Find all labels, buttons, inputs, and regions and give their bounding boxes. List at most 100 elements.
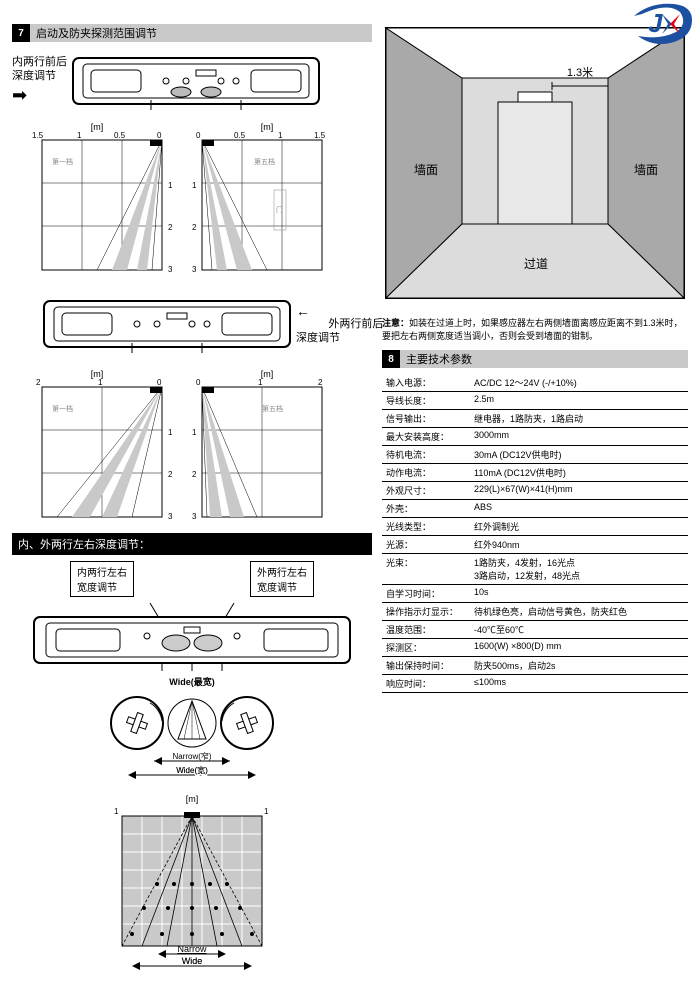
spec-label: 输出保持时间： [382,657,470,675]
svg-text:2: 2 [192,223,197,232]
table-row: 自学习时间：10s [382,585,688,603]
charts-row-2: [m] 第一档 2 1 0 1 2 3 [m] [22,367,362,527]
spec-label: 待机电流： [382,446,470,464]
svg-text:Wide(最宽): Wide(最宽) [169,676,214,687]
spec-value: ABS [470,500,688,518]
svg-text:门: 门 [276,205,283,214]
section-8-title: 主要技术参数 [406,351,472,367]
svg-text:第一档: 第一档 [52,404,73,413]
svg-text:3: 3 [192,512,197,521]
device-inner-depth: 内两行前后 深度调节 ➡ [12,50,372,112]
svg-text:2: 2 [318,378,323,387]
spec-value: AC/DC 12～24V (-/+10%) [470,374,688,392]
chart-inner-depth-right: [m] 门 第五档 0 0.5 1 1.5 1 2 3 [192,120,342,280]
svg-text:0.5: 0.5 [234,131,246,140]
svg-text:1.3米: 1.3米 [567,66,593,79]
spec-table: 输入电源：AC/DC 12～24V (-/+10%)导线长度：2.5m信号输出：… [382,374,688,693]
section-8-header: 8 主要技术参数 [382,350,688,368]
svg-text:0.5: 0.5 [114,131,126,140]
table-row: 光源：红外940nm [382,536,688,554]
table-row: 操作指示灯显示：待机绿色亮，启动信号黄色，防夹红色 [382,603,688,621]
svg-text:[m]: [m] [261,369,274,379]
table-row: 导线长度：2.5m [382,392,688,410]
spec-label: 信号输出： [382,410,470,428]
section-7-header: 7 启动及防夹探测范围调节 [12,24,372,42]
spec-value: 红外940nm [470,536,688,554]
spec-label: 光线类型： [382,518,470,536]
table-row: 响应时间：≤100ms [382,675,688,693]
wide-narrow-dials: Wide(最宽) [92,675,292,788]
sensor-device-top [71,50,321,112]
label-outer-depth: ← 外两行前后 深度调节 [296,288,369,359]
svg-text:1: 1 [77,131,82,140]
svg-text:J: J [648,8,663,38]
spec-value: 1600(W) ×800(D) mm [470,639,688,657]
section-8-number: 8 [382,350,400,368]
spec-value: 1路防夹，4发射，16光点 3路启动，12发射，48光点 [470,554,688,585]
chart-outer-depth-right: [m] 第五档 0 1 2 1 2 3 [192,367,342,527]
spec-label: 外观尺寸： [382,482,470,500]
charts-row-1: [m] 第一档 1.5 1 0.5 0 1 2 [22,120,362,280]
svg-text:[m]: [m] [91,122,104,132]
svg-text:[m]: [m] [186,794,199,804]
svg-text:0: 0 [196,131,201,140]
table-row: 温度范围：-40℃至60℃ [382,621,688,639]
svg-text:2: 2 [192,470,197,479]
spec-value: 防夹500ms，启动2s [470,657,688,675]
spec-value: 红外调制光 [470,518,688,536]
table-row: 探测区：1600(W) ×800(D) mm [382,639,688,657]
svg-text:1: 1 [258,378,263,387]
svg-text:第五档: 第五档 [262,404,283,413]
table-row: 输入电源：AC/DC 12～24V (-/+10%) [382,374,688,392]
svg-text:第一档: 第一档 [52,157,73,166]
section-7-number: 7 [12,24,30,42]
svg-text:第五档: 第五档 [254,157,275,166]
svg-text:0: 0 [157,378,162,387]
spec-label: 动作电流： [382,464,470,482]
svg-text:1: 1 [278,131,283,140]
svg-text:Wide(宽): Wide(宽) [176,765,208,775]
svg-text:1.5: 1.5 [32,131,44,140]
svg-text:1: 1 [168,181,172,190]
svg-text:1: 1 [264,807,269,816]
spec-label: 导线长度： [382,392,470,410]
table-row: 待机电流：30mA (DC12V供电时) [382,446,688,464]
svg-text:1: 1 [168,428,172,437]
svg-text:1: 1 [192,181,197,190]
spread-chart: [m] 1 1 [92,792,292,972]
svg-text:2: 2 [36,378,41,387]
svg-text:1.5: 1.5 [314,131,326,140]
device-outer-depth: ← 外两行前后 深度调节 [42,288,372,359]
svg-text:过道: 过道 [524,257,548,271]
table-row: 外观尺寸：229(L)×67(W)×41(H)mm [382,482,688,500]
note-body: 如装在过道上时，如果感应器左右两侧墙面离感应距离不到1.3米时，要把左右两侧宽度… [382,318,683,341]
spec-label: 探测区： [382,639,470,657]
logo: J [630,0,694,48]
svg-text:1: 1 [98,378,103,387]
spec-label: 输入电源： [382,374,470,392]
svg-text:1: 1 [114,807,119,816]
svg-text:1: 1 [192,428,197,437]
label-inner-width: 内两行左右 宽度调节 [70,561,134,597]
svg-text:墙面: 墙面 [634,163,658,177]
label-inner-depth: 内两行前后 深度调节 ➡ [12,55,67,107]
spec-value: 30mA (DC12V供电时) [470,446,688,464]
svg-text:0: 0 [157,131,162,140]
sub-header-width: 内、外两行左右深度调节： [12,533,372,555]
label-outer-width: 外两行左右 宽度调节 [250,561,314,597]
spec-label: 响应时间： [382,675,470,693]
spec-label: 自学习时间： [382,585,470,603]
spec-value: 待机绿色亮，启动信号黄色，防夹红色 [470,603,688,621]
chart-inner-depth-left: [m] 第一档 1.5 1 0.5 0 1 2 [22,120,172,280]
note-label: 注意： [382,318,409,328]
svg-text:Narrow: Narrow [177,944,207,954]
spec-value: 110mA (DC12V供电时) [470,464,688,482]
sensor-device-bottom [32,603,352,671]
svg-text:3: 3 [168,512,172,521]
spec-label: 操作指示灯显示： [382,603,470,621]
svg-text:2: 2 [168,470,172,479]
table-row: 动作电流：110mA (DC12V供电时) [382,464,688,482]
spec-value: 3000mm [470,428,688,446]
table-row: 外壳：ABS [382,500,688,518]
width-labels-row: 内两行左右 宽度调节 外两行左右 宽度调节 [12,561,372,597]
